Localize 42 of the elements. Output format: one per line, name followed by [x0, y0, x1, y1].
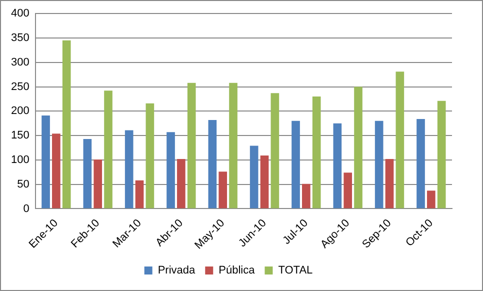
bar — [437, 100, 446, 208]
bar — [135, 180, 144, 208]
y-tick-label: 350 — [10, 32, 30, 44]
y-tick-label: 150 — [10, 130, 30, 142]
legend-label: TOTAL — [278, 264, 313, 277]
bar — [270, 93, 280, 208]
bar — [396, 72, 404, 208]
y-tick-label: 400 — [10, 8, 30, 20]
bar — [166, 132, 175, 208]
bar — [374, 120, 384, 208]
bar — [385, 158, 394, 208]
bar — [333, 123, 342, 208]
bar — [250, 146, 258, 208]
bar — [354, 86, 362, 208]
y-tick-label: 200 — [10, 105, 30, 118]
bar — [52, 134, 60, 208]
bar — [416, 118, 425, 208]
bar — [229, 82, 238, 208]
bar — [177, 158, 186, 208]
bar — [260, 156, 269, 208]
bar — [94, 159, 102, 208]
bar — [187, 82, 196, 208]
bar — [124, 130, 134, 208]
y-tick-label: 100 — [10, 154, 30, 166]
legend-label: Privada — [158, 264, 196, 277]
y-tick-label: 0 — [23, 202, 30, 215]
bar — [344, 172, 352, 208]
bar — [292, 120, 300, 208]
y-tick-label: 300 — [10, 56, 30, 68]
bar — [427, 190, 436, 208]
bar — [62, 40, 71, 208]
bar — [302, 184, 310, 208]
bar — [104, 90, 112, 208]
bar — [42, 116, 50, 208]
legend-label: Pública — [218, 264, 256, 277]
bar — [208, 120, 217, 208]
bar — [218, 172, 228, 208]
bar — [83, 138, 92, 208]
bar — [312, 96, 321, 208]
y-tick-label: 50 — [17, 178, 30, 190]
y-tick-label: 250 — [10, 80, 30, 93]
bar — [146, 103, 154, 208]
